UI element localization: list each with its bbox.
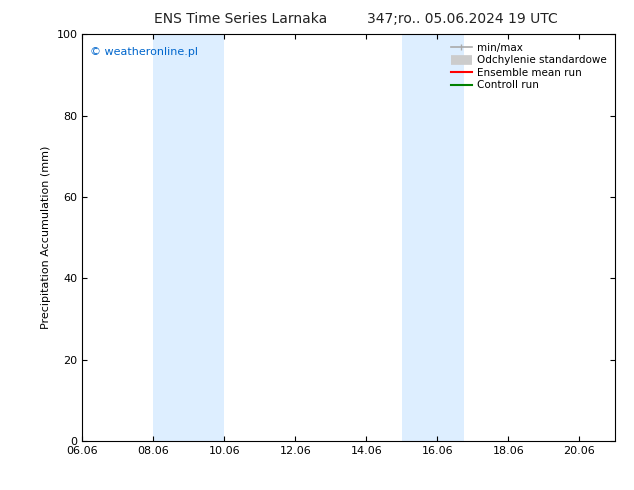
Text: © weatheronline.pl: © weatheronline.pl: [91, 47, 198, 56]
Bar: [402, 34, 463, 441]
Text: 347;ro.. 05.06.2024 19 UTC: 347;ro.. 05.06.2024 19 UTC: [368, 12, 558, 26]
Legend: min/max, Odchylenie standardowe, Ensemble mean run, Controll run: min/max, Odchylenie standardowe, Ensembl…: [447, 39, 611, 95]
Y-axis label: Precipitation Accumulation (mm): Precipitation Accumulation (mm): [41, 146, 51, 329]
Text: ENS Time Series Larnaka: ENS Time Series Larnaka: [154, 12, 328, 26]
Bar: [153, 34, 224, 441]
